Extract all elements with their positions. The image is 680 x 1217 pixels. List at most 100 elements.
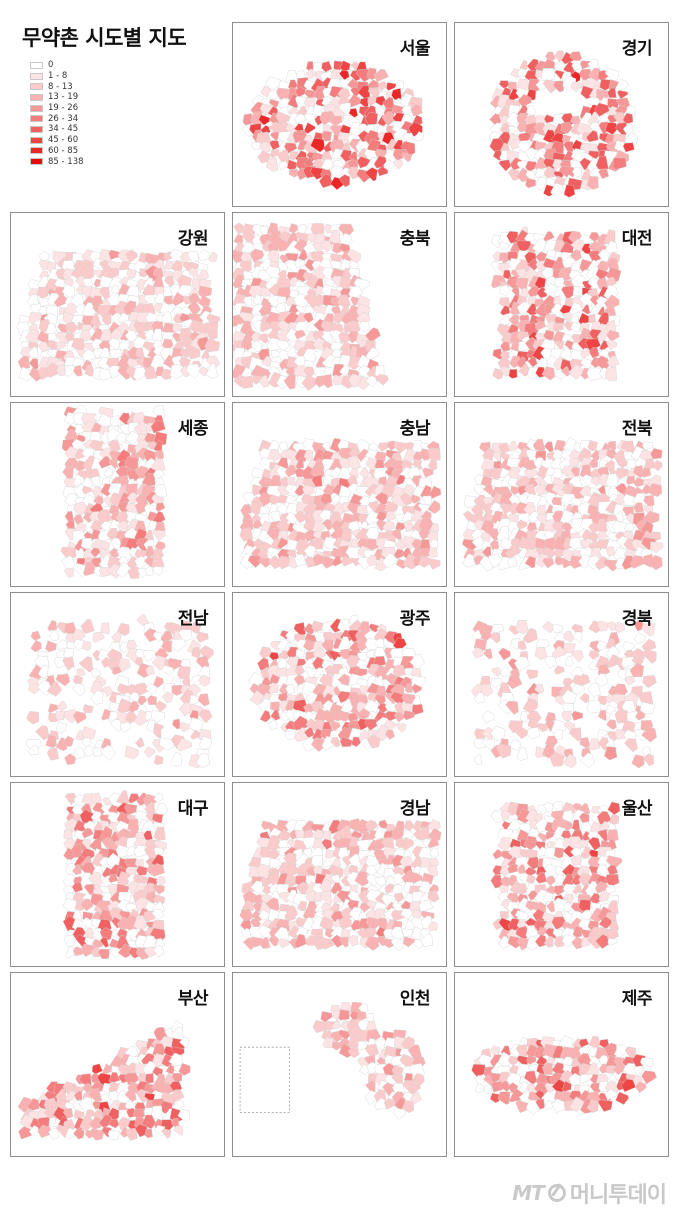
district-shape — [428, 485, 442, 499]
legend-label: 1 - 8 — [48, 71, 68, 82]
district-shape — [427, 921, 438, 931]
district-shape — [265, 157, 279, 172]
district-shape — [198, 735, 213, 750]
district-shape — [505, 543, 521, 559]
district-shape — [544, 441, 554, 453]
district-shape — [48, 630, 59, 642]
district-shape — [258, 114, 271, 126]
district-shape — [241, 339, 253, 351]
district-shape — [284, 728, 297, 741]
district-shape — [338, 174, 350, 188]
district-shape — [117, 943, 131, 959]
district-shape — [292, 715, 308, 731]
legend-swatch — [30, 125, 43, 133]
district-shape — [612, 157, 627, 170]
district-shape — [322, 857, 333, 868]
district-shape — [596, 864, 608, 876]
district-shape — [278, 891, 290, 903]
district-shape — [133, 844, 147, 858]
district-shape — [337, 846, 350, 859]
district-shape — [640, 720, 654, 732]
district-shape — [588, 1035, 600, 1049]
district-shape — [491, 667, 502, 678]
district-shape — [138, 268, 148, 278]
district-shape — [596, 330, 608, 341]
district-shape — [340, 149, 352, 162]
district-shape — [99, 286, 110, 299]
district-shape — [100, 622, 110, 635]
district-shape — [323, 536, 338, 551]
district-shape — [605, 884, 616, 894]
district-shape — [617, 90, 628, 100]
district-shape — [270, 131, 281, 142]
district-shape — [187, 346, 201, 360]
region-map — [239, 437, 442, 572]
district-shape — [617, 459, 629, 469]
legend-label: 26 - 34 — [48, 113, 79, 124]
district-shape — [571, 854, 583, 867]
district-shape — [81, 485, 93, 495]
district-shape — [71, 746, 86, 761]
district-shape — [498, 159, 512, 172]
district-shape — [604, 1088, 618, 1101]
district-shape — [177, 1108, 190, 1122]
district-shape — [405, 683, 413, 693]
district-shape — [410, 1084, 421, 1093]
district-shape — [519, 711, 529, 722]
legend-swatch — [30, 136, 43, 144]
district-shape — [185, 363, 202, 379]
district-shape — [294, 259, 306, 269]
map-panel-busan: 부산 — [10, 972, 225, 1157]
district-shape — [642, 441, 654, 451]
region-map — [471, 1035, 657, 1115]
district-shape — [171, 638, 187, 652]
region-map — [471, 619, 657, 769]
district-shape — [639, 701, 656, 715]
district-shape — [588, 347, 600, 359]
district-shape — [568, 537, 582, 550]
district-shape — [633, 632, 646, 644]
district-shape — [337, 690, 352, 704]
district-shape — [543, 935, 554, 948]
district-shape — [507, 440, 518, 452]
district-shape — [536, 513, 548, 525]
district-shape — [321, 838, 332, 850]
district-shape — [581, 304, 591, 315]
district-shape — [124, 745, 139, 760]
district-shape — [606, 546, 616, 556]
district-shape — [563, 643, 576, 653]
district-shape — [247, 555, 263, 568]
district-shape — [356, 1010, 367, 1021]
district-shape — [420, 933, 433, 947]
district-shape — [499, 666, 510, 677]
district-shape — [152, 675, 164, 688]
district-shape — [48, 703, 59, 714]
district-shape — [208, 251, 218, 262]
watermark-logo: MT 머니투데이 — [512, 1177, 667, 1209]
district-shape — [523, 1070, 538, 1085]
region-name: 경기 — [621, 39, 653, 59]
district-shape — [233, 363, 247, 379]
region-map — [247, 614, 427, 753]
district-shape — [572, 285, 581, 296]
district-shape — [498, 647, 511, 661]
district-shape — [571, 710, 584, 721]
district-shape — [498, 80, 510, 90]
district-shape — [410, 494, 421, 504]
district-shape — [569, 1096, 585, 1113]
district-shape — [508, 369, 518, 379]
district-shape — [99, 745, 116, 761]
district-shape — [128, 701, 141, 713]
district-shape — [613, 492, 627, 507]
district-shape — [108, 365, 123, 379]
district-shape — [526, 258, 540, 271]
district-shape — [28, 1125, 40, 1136]
district-shape — [622, 142, 635, 153]
district-shape — [383, 867, 395, 878]
legend-swatch — [30, 147, 43, 155]
district-shape — [364, 111, 378, 125]
district-shape — [403, 520, 414, 532]
district-shape — [581, 474, 593, 487]
legend-item: 45 - 60 — [30, 135, 84, 146]
district-shape — [526, 522, 538, 532]
